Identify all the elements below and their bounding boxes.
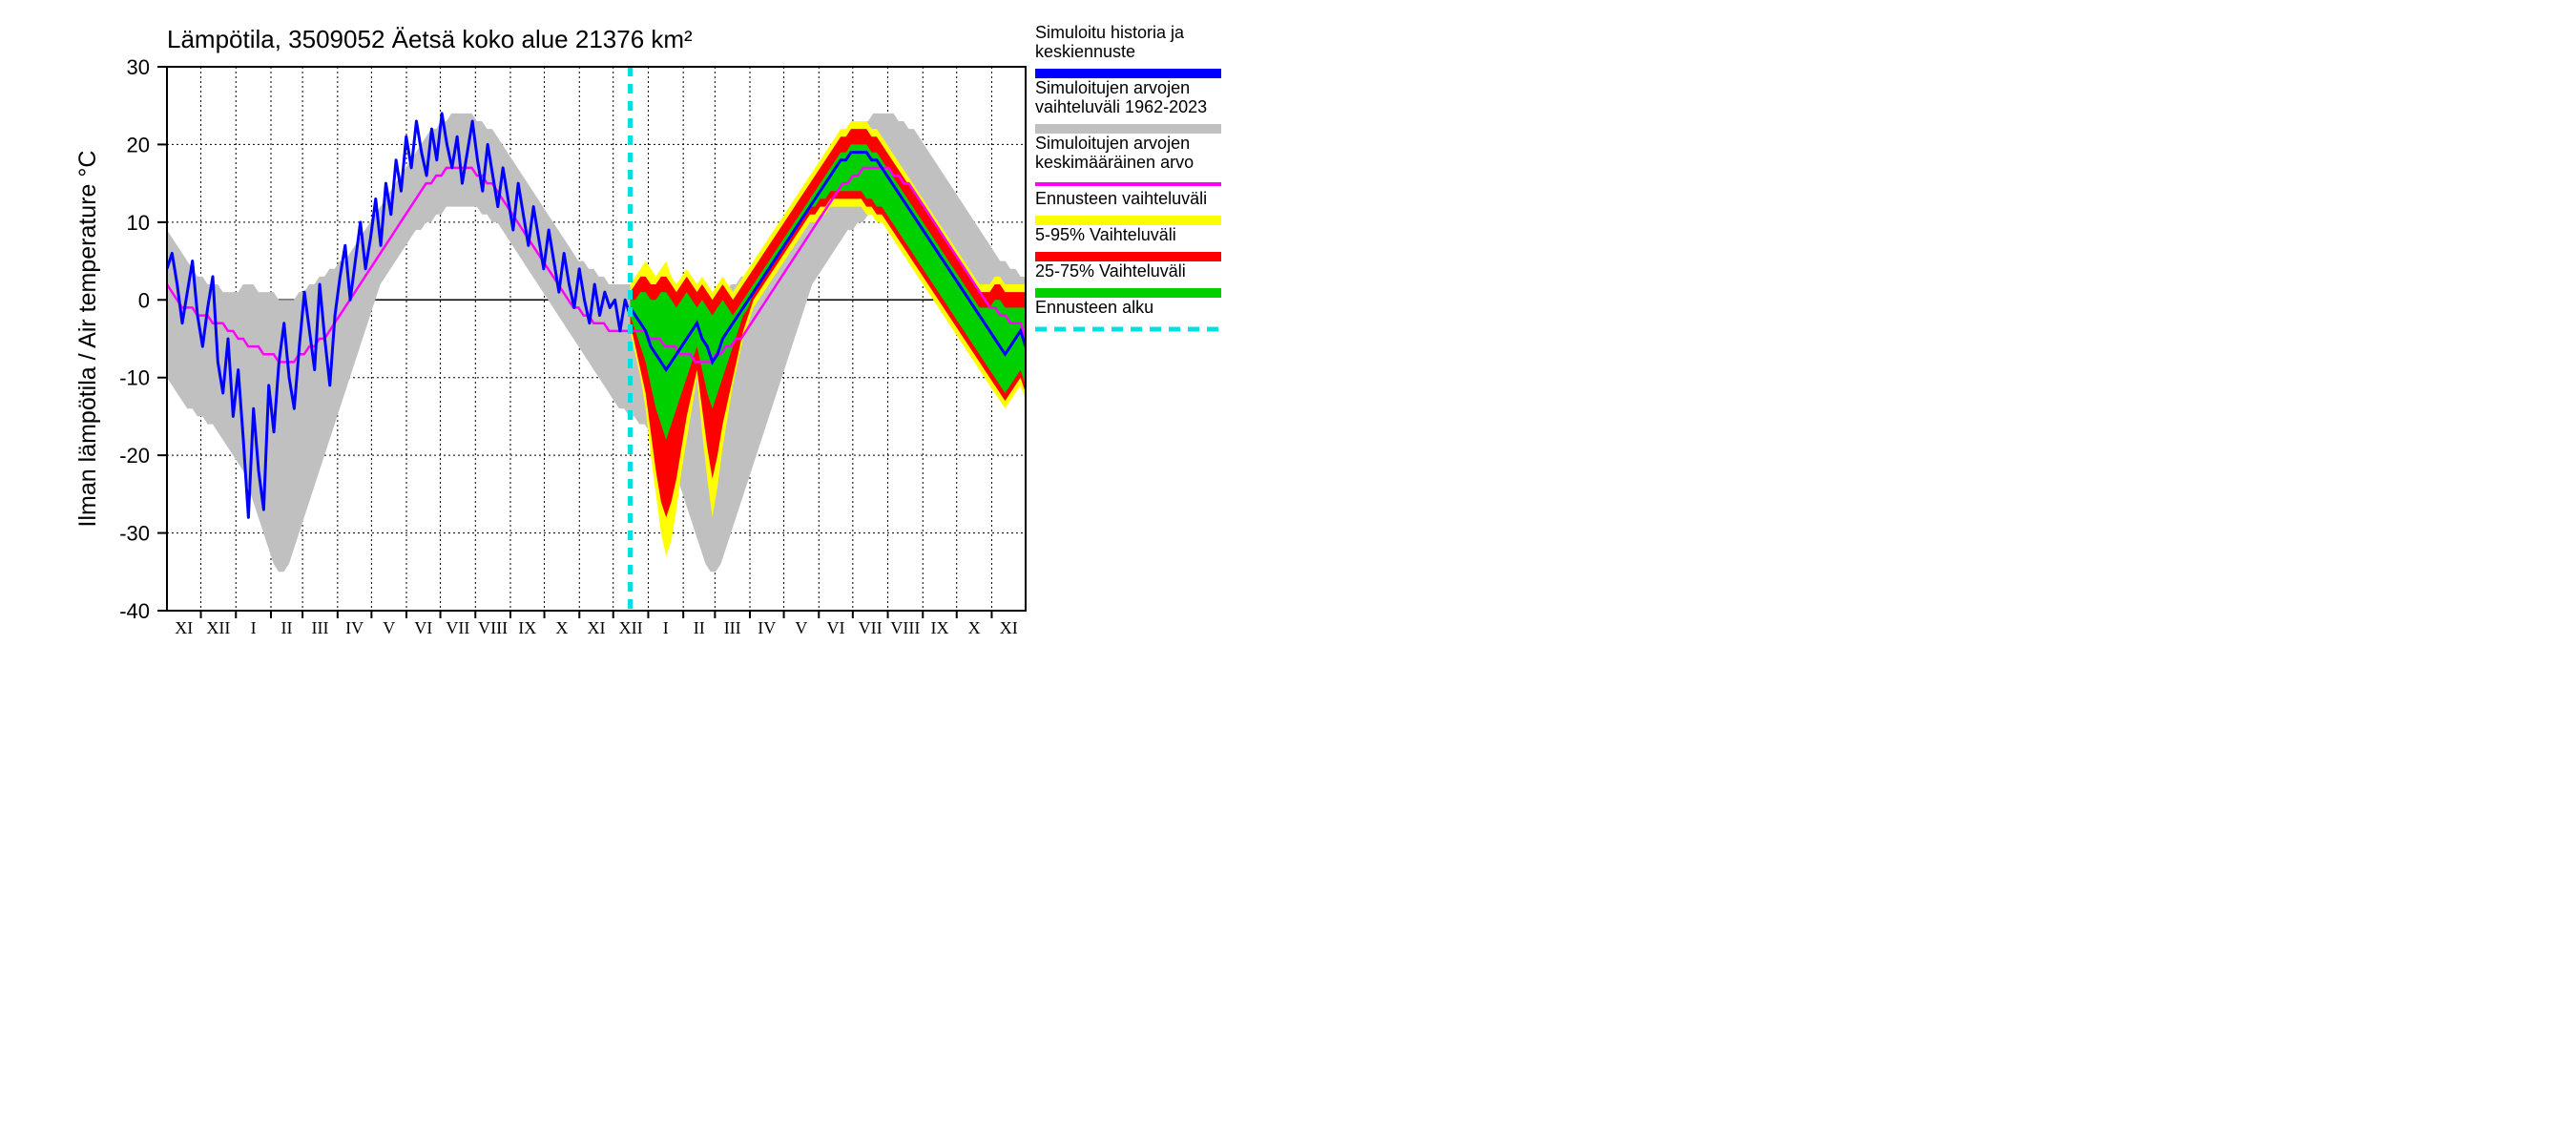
month-label: XI: [1000, 618, 1018, 636]
legend-label: vaihteluväli 1962-2023: [1035, 97, 1207, 116]
month-label: VIII: [890, 618, 920, 636]
ytick-label: -40: [119, 599, 150, 623]
legend-swatch: [1035, 216, 1221, 225]
legend-label: Ennusteen vaihteluväli: [1035, 189, 1207, 208]
chart-title: Lämpötila, 3509052 Äetsä koko alue 21376…: [167, 25, 693, 53]
ytick-label: 20: [127, 133, 150, 156]
ytick-label: 10: [127, 211, 150, 235]
month-label: V: [795, 618, 807, 636]
legend-label: Ennusteen alku: [1035, 298, 1153, 317]
legend-swatch: [1035, 252, 1221, 261]
month-label: XI: [588, 618, 606, 636]
month-label: VI: [414, 618, 432, 636]
month-label: XII: [619, 618, 643, 636]
ytick-label: 0: [138, 288, 150, 312]
ytick-label: -30: [119, 522, 150, 546]
month-label: III: [311, 618, 328, 636]
month-label: IX: [518, 618, 536, 636]
legend-swatch: [1035, 69, 1221, 78]
month-label: X: [968, 618, 981, 636]
month-label: V: [383, 618, 395, 636]
month-label: XII: [206, 618, 230, 636]
month-label: VII: [859, 618, 883, 636]
month-label: IV: [345, 618, 364, 636]
month-label: I: [663, 618, 669, 636]
month-label: IX: [931, 618, 949, 636]
month-label: VIII: [478, 618, 508, 636]
legend-swatch: [1035, 124, 1221, 134]
legend-label: keskiennuste: [1035, 42, 1135, 61]
legend-label: Simuloitu historia ja: [1035, 23, 1185, 42]
month-label: II: [694, 618, 705, 636]
legend-label: Simuloitujen arvojen: [1035, 78, 1190, 97]
legend-label: 5-95% Vaihteluväli: [1035, 225, 1176, 244]
legend-label: 25-75% Vaihteluväli: [1035, 261, 1186, 281]
chart-svg: -40-30-20-100102030XIXIIIIIIIIIVVVIVIIVI…: [0, 0, 1431, 636]
month-label: II: [281, 618, 293, 636]
month-label: III: [724, 618, 741, 636]
ytick-label: -10: [119, 366, 150, 390]
legend-label: Simuloitujen arvojen: [1035, 134, 1190, 153]
ytick-label: -20: [119, 444, 150, 468]
month-label: VII: [446, 618, 469, 636]
month-label: X: [555, 618, 568, 636]
ytick-label: 30: [127, 55, 150, 79]
legend-swatch: [1035, 288, 1221, 298]
y-axis-label: Ilman lämpötila / Air temperature °C: [74, 151, 101, 528]
temperature-chart: -40-30-20-100102030XIXIIIIIIIIIVVVIVIIVI…: [0, 0, 1431, 636]
month-label: VI: [827, 618, 845, 636]
legend-label: keskimääräinen arvo: [1035, 153, 1194, 172]
month-label: XI: [175, 618, 193, 636]
month-label: IV: [758, 618, 776, 636]
month-label: I: [251, 618, 257, 636]
